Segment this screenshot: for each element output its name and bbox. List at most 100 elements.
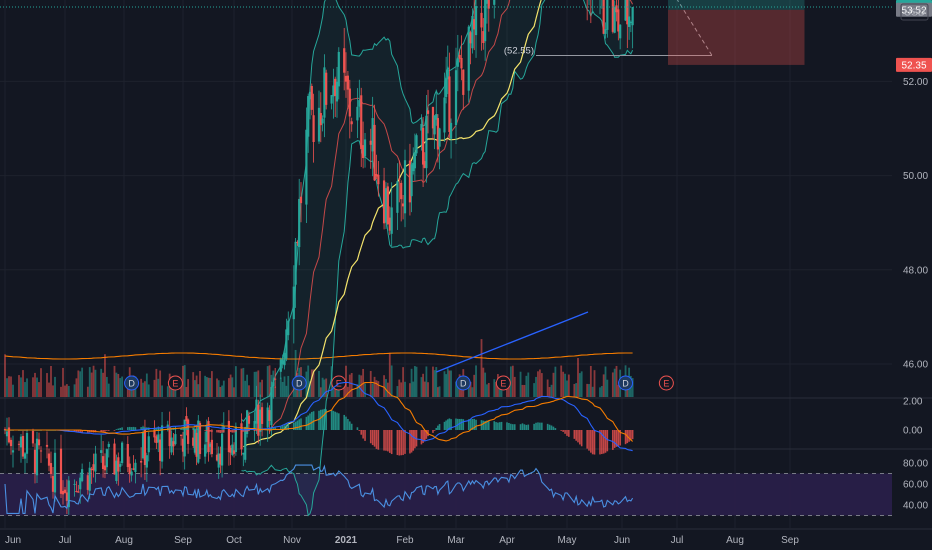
volume-bar: [560, 365, 563, 397]
volume-bar: [130, 386, 133, 397]
volume-bar: [246, 374, 248, 397]
volume-bar: [309, 381, 311, 397]
volume-bar: [332, 382, 335, 397]
candle-body: [45, 444, 49, 447]
time-axis-label: Feb: [396, 535, 414, 546]
volume-bar: [552, 372, 555, 397]
volume-bar: [248, 385, 250, 397]
candle-body: [221, 433, 224, 466]
candle-body: [412, 162, 415, 172]
macd-histogram-bar: [624, 430, 627, 445]
candle-body: [75, 490, 78, 492]
candle-body: [344, 75, 348, 82]
candle-body: [207, 421, 210, 453]
macd-axis-tick: 0.00: [903, 426, 923, 437]
volume-bar: [222, 380, 225, 397]
macd-histogram-bar: [358, 430, 361, 431]
macd-histogram-bar: [311, 411, 313, 430]
macd-histogram-bar: [305, 416, 308, 430]
candle-body: [247, 415, 251, 424]
macd-histogram-bar: [343, 414, 345, 430]
volume-bar: [388, 352, 391, 397]
volume-bar: [234, 366, 237, 397]
volume-bar: [578, 373, 581, 397]
volume-bar: [469, 381, 472, 397]
volume-bar: [90, 372, 93, 397]
candle-body: [343, 48, 346, 73]
volume-bar: [20, 377, 22, 397]
macd-histogram-bar: [192, 427, 194, 430]
volume-bar: [548, 387, 551, 397]
volume-bar: [533, 383, 535, 397]
macd-histogram-bar: [523, 424, 526, 430]
volume-bar: [506, 383, 508, 397]
candle-body: [107, 443, 110, 447]
volume-bar: [539, 369, 541, 397]
volume-bar: [159, 370, 162, 397]
macd-histogram-bar: [155, 427, 158, 430]
volume-bar: [279, 377, 282, 397]
candle-body: [619, 24, 622, 39]
fib-level-label: (52.55): [504, 45, 534, 56]
macd-histogram-bar: [187, 427, 189, 430]
candle-body: [209, 443, 212, 447]
volume-bar: [182, 365, 184, 397]
candle-body: [103, 465, 107, 471]
candle-body: [253, 420, 256, 431]
candle-body: [401, 203, 405, 207]
volume-bar: [371, 383, 374, 397]
macd-histogram-bar: [469, 419, 472, 430]
macd-histogram-bar: [79, 430, 82, 433]
volume-bar: [423, 381, 426, 397]
candle-body: [193, 429, 196, 453]
price-axis-tick: 52.00: [903, 77, 928, 88]
volume-bar: [523, 384, 526, 397]
volume-bar: [613, 368, 616, 397]
macd-histogram-bar: [228, 430, 230, 433]
macd-histogram-bar: [448, 418, 451, 430]
candle-body: [388, 217, 391, 231]
volume-bar: [117, 373, 120, 397]
candle-body: [160, 425, 164, 462]
macd-histogram-bar: [285, 424, 288, 430]
volume-bar: [350, 373, 353, 397]
volume-bar: [73, 384, 76, 397]
candle-body: [396, 181, 399, 213]
macd-histogram-bar: [223, 430, 225, 433]
candle-body: [398, 178, 401, 180]
volume-bar: [268, 365, 271, 397]
volume-bar: [498, 383, 501, 397]
volume-bar: [435, 367, 438, 397]
candle-body: [205, 425, 208, 442]
rsi-axis-tick: 80.00: [903, 459, 928, 470]
volume-bar: [253, 371, 256, 397]
volume-bar: [385, 379, 387, 397]
macd-histogram-bar: [349, 421, 351, 430]
volume-bar: [347, 386, 349, 397]
macd-histogram-bar: [221, 430, 223, 433]
macd-histogram-bar: [77, 430, 80, 433]
candle-body: [100, 450, 103, 453]
macd-histogram-bar: [209, 430, 211, 432]
candle-body: [473, 19, 476, 30]
volume-bar: [233, 387, 235, 397]
macd-histogram-bar: [388, 430, 391, 453]
macd-histogram-bar: [410, 430, 413, 453]
macd-histogram-bar: [521, 423, 524, 430]
price-tag-label: 53.52: [901, 5, 926, 16]
macd-histogram-bar: [270, 427, 273, 430]
candle-body: [35, 438, 39, 476]
volume-bar: [589, 365, 592, 397]
candle-body: [130, 471, 133, 476]
macd-histogram-bar: [409, 430, 411, 454]
macd-histogram-bar: [242, 430, 245, 432]
volume-bar: [46, 373, 48, 397]
candle-body: [285, 329, 288, 359]
volume-bar: [473, 374, 476, 397]
candle-body: [140, 460, 143, 463]
candle-body: [373, 124, 376, 181]
volume-bar: [410, 368, 413, 397]
candle-body: [423, 161, 426, 168]
volume-bar: [195, 375, 198, 397]
